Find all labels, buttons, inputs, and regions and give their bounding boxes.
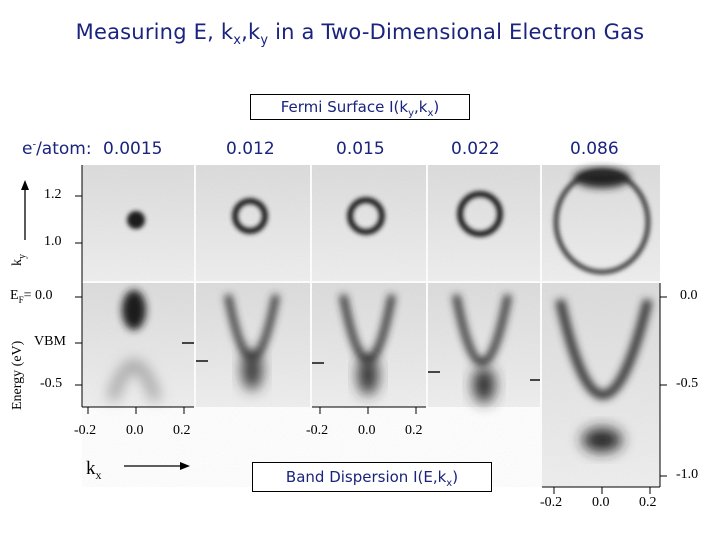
fermi-label-suffix: ): [433, 98, 440, 116]
fermi-label-sub-x: x: [427, 108, 434, 119]
ef-value: = 0.0: [23, 288, 53, 303]
slide-title: Measuring E, kx,ky in a Two-Dimensional …: [0, 20, 720, 48]
kx-tick-1b: 0.0: [126, 423, 144, 438]
title-sub-x: x: [233, 33, 242, 49]
ky-axis-label: ky: [10, 254, 28, 266]
fermi-label-sub-y: y: [408, 108, 415, 119]
ky-tick-1.2: 1.2: [44, 187, 62, 202]
ef-label: E: [10, 288, 19, 303]
band-v-4: [452, 294, 512, 366]
fermi-ring-4: [457, 191, 503, 237]
fermi-ring-3: [347, 197, 385, 235]
band-dispersion-label: Band Dispersion I(E,kx): [252, 462, 492, 492]
band-spot-1: [122, 290, 146, 330]
kx-tick-3b: 0.0: [358, 423, 376, 438]
fermi-surface-label: Fermi Surface I(ky,kx): [250, 94, 470, 120]
ky-tick-1.0: 1.0: [44, 234, 62, 249]
kx-tick-1c: 0.2: [173, 423, 191, 438]
density-label-e: e: [22, 139, 33, 159]
kx-tick-5a: -0.2: [540, 495, 563, 510]
density-value-5: 0.086: [570, 139, 619, 159]
vbm-tick: VBM: [34, 334, 66, 349]
right-tick-2: -1.0: [676, 467, 699, 482]
kx-tick-5b: 0.0: [592, 495, 610, 510]
ef-sub: F: [18, 294, 24, 305]
density-label-sup: -: [32, 139, 37, 151]
density-value-2: 0.012: [226, 139, 275, 159]
title-suffix: in a Two-Dimensional Electron Gas: [268, 20, 645, 44]
kx-tick-1a: -0.2: [74, 423, 97, 438]
kx-label-k: k: [86, 458, 96, 479]
energy-tick-low: -0.5: [40, 376, 63, 391]
kx-tick-3a: -0.2: [306, 423, 329, 438]
title-text: Measuring E, k: [75, 20, 234, 44]
band-label-prefix: Band Dispersion I(E,k: [285, 468, 447, 486]
density-label: e-/atom:: [22, 139, 92, 159]
ky-label-sub: y: [16, 254, 28, 259]
kx-axis-label: kx: [86, 458, 102, 483]
fermi-ring-2: [232, 198, 268, 234]
density-value-4: 0.022: [451, 139, 500, 159]
band-label-sub-x: x: [446, 478, 453, 489]
kx-label-sub: x: [95, 467, 102, 482]
kx-tick-5c: 0.2: [639, 495, 657, 510]
fermi-spot-1: [127, 211, 145, 229]
fermi-label-prefix: Fermi Surface I(k: [280, 98, 409, 116]
right-tick-0: 0.0: [680, 288, 698, 303]
fermi-label-comma: ,k: [414, 98, 428, 116]
band-v-5: [555, 298, 653, 400]
kx-tick-3c: 0.2: [405, 423, 423, 438]
title-mid: ,k: [241, 20, 261, 44]
ef-tick: EF= 0.0: [10, 288, 52, 305]
ky-label-k: k: [10, 259, 25, 266]
band-label-suffix: ): [452, 468, 459, 486]
density-label-suffix: /atom:: [36, 139, 92, 159]
energy-axis-label: Energy (eV): [10, 340, 25, 410]
title-sub-y: y: [260, 33, 269, 49]
density-value-1: 0.0015: [103, 139, 163, 159]
density-value-3: 0.015: [336, 139, 385, 159]
right-tick-1: -0.5: [676, 376, 699, 391]
